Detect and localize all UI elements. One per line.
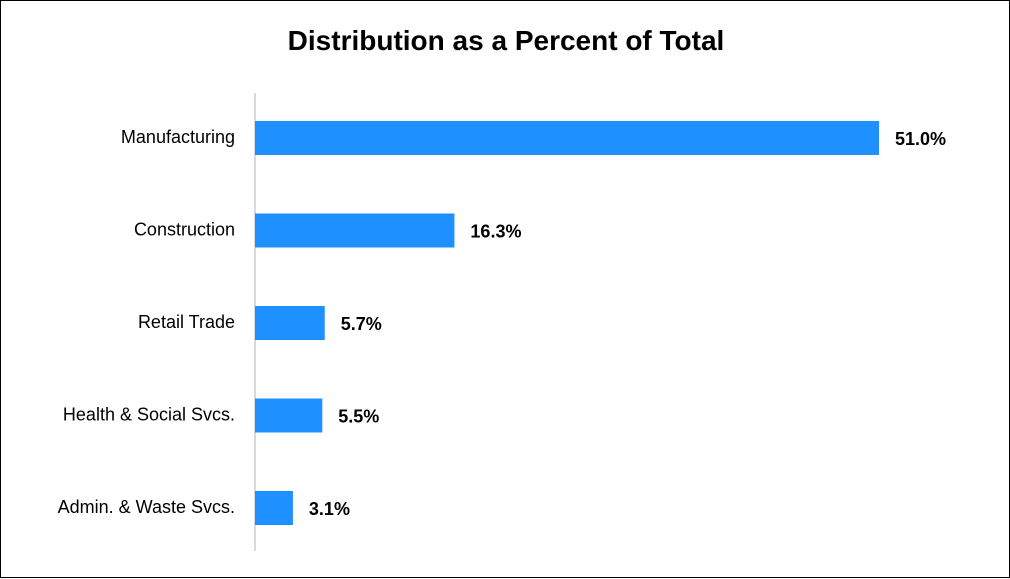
category-label: Health & Social Svcs. <box>63 404 235 424</box>
category-label: Admin. & Waste Svcs. <box>58 497 235 517</box>
value-label: 3.1% <box>309 499 350 519</box>
bar <box>255 398 323 433</box>
chart-title: Distribution as a Percent of Total <box>287 25 725 56</box>
category-label: Retail Trade <box>138 312 235 332</box>
value-label: 5.5% <box>338 406 379 426</box>
value-label: 51.0% <box>895 129 946 149</box>
value-label: 5.7% <box>341 314 382 334</box>
bar <box>255 121 879 155</box>
bar <box>255 491 293 525</box>
bar <box>255 306 325 340</box>
value-label: 16.3% <box>470 221 521 241</box>
category-label: Manufacturing <box>121 127 235 147</box>
category-label: Construction <box>134 219 235 239</box>
bar <box>255 213 455 248</box>
